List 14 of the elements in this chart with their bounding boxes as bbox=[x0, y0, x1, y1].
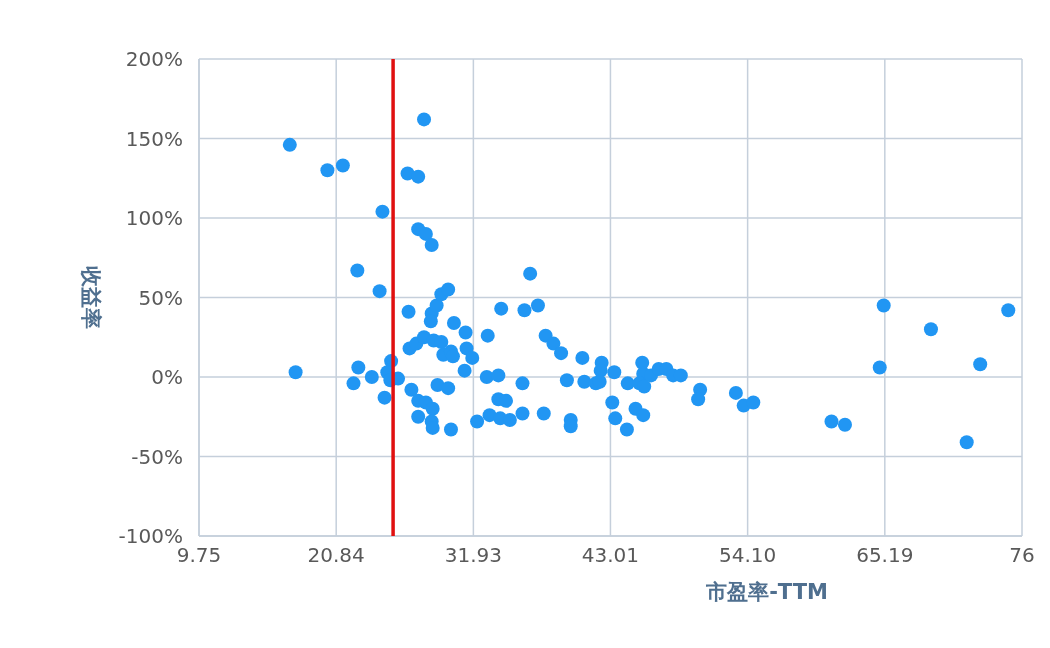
y-tick-label: 200% bbox=[125, 47, 183, 71]
x-tick-label: 76 bbox=[1009, 543, 1035, 567]
x-tick-label: 20.84 bbox=[307, 543, 365, 567]
y-tick-label: -50% bbox=[131, 444, 183, 469]
y-tick-label: 50% bbox=[138, 285, 183, 310]
x-tick-label: 65.19 bbox=[856, 543, 914, 567]
x-tick-label: 43.01 bbox=[581, 543, 640, 567]
y-tick-label: 100% bbox=[125, 206, 183, 230]
x-tick-label: 31.93 bbox=[444, 543, 503, 567]
y-tick-label: 0% bbox=[151, 365, 183, 389]
y-axis-title: 收益率 bbox=[79, 266, 103, 329]
y-tick-label: 150% bbox=[125, 126, 183, 151]
x-axis-title: 市盈率-TTM bbox=[705, 580, 828, 604]
x-tick-label: 54.10 bbox=[718, 543, 777, 567]
